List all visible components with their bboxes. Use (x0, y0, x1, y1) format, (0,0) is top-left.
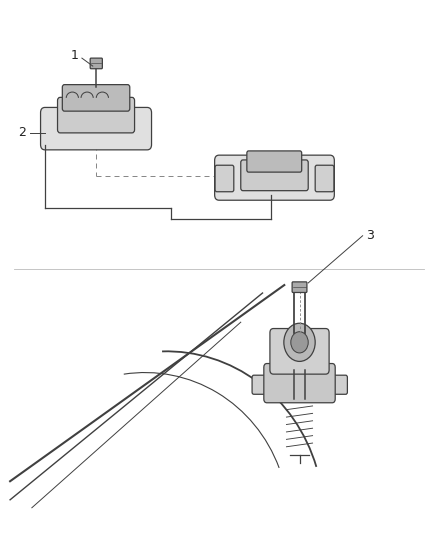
FancyBboxPatch shape (264, 364, 335, 403)
FancyBboxPatch shape (90, 58, 102, 69)
Circle shape (291, 332, 308, 353)
FancyBboxPatch shape (252, 375, 272, 394)
FancyBboxPatch shape (57, 98, 134, 133)
Circle shape (284, 323, 315, 361)
Text: 1: 1 (71, 49, 78, 62)
FancyBboxPatch shape (241, 160, 308, 191)
FancyBboxPatch shape (215, 155, 334, 200)
FancyBboxPatch shape (62, 85, 130, 111)
FancyBboxPatch shape (215, 165, 234, 192)
Text: 3: 3 (367, 229, 374, 242)
FancyBboxPatch shape (247, 151, 302, 172)
Text: 2: 2 (18, 126, 26, 140)
FancyBboxPatch shape (292, 282, 307, 293)
FancyBboxPatch shape (41, 108, 152, 150)
FancyBboxPatch shape (327, 375, 347, 394)
FancyBboxPatch shape (270, 328, 329, 374)
FancyBboxPatch shape (315, 165, 334, 192)
